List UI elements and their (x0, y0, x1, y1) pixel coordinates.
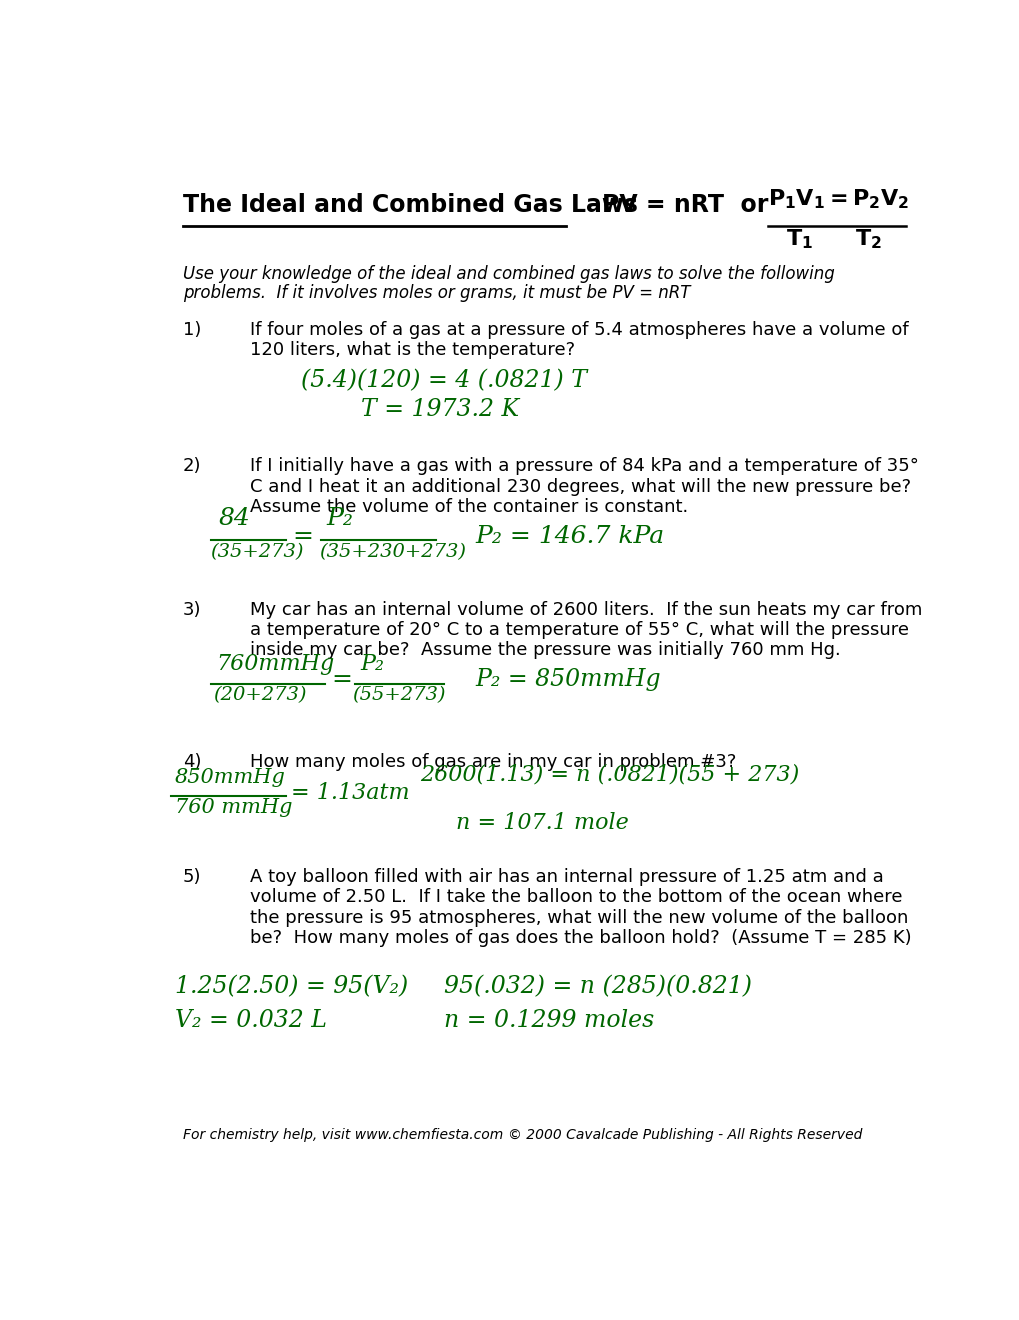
Text: 120 liters, what is the temperature?: 120 liters, what is the temperature? (250, 342, 575, 359)
Text: be?  How many moles of gas does the balloon hold?  (Assume T = 285 K): be? How many moles of gas does the ballo… (250, 929, 911, 946)
Text: For chemistry help, visit www.chemfiesta.com: For chemistry help, visit www.chemfiesta… (182, 1129, 502, 1142)
Text: P₂ = 850mmHg: P₂ = 850mmHg (475, 668, 660, 692)
Text: My car has an internal volume of 2600 liters.  If the sun heats my car from: My car has an internal volume of 2600 li… (250, 601, 921, 619)
Text: $\mathbf{T_2}$: $\mathbf{T_2}$ (854, 227, 880, 251)
Text: P₂ = 146.7 kPa: P₂ = 146.7 kPa (475, 525, 663, 548)
Text: the pressure is 95 atmospheres, what will the new volume of the balloon: the pressure is 95 atmospheres, what wil… (250, 908, 908, 927)
Text: volume of 2.50 L.  If I take the balloon to the bottom of the ocean where: volume of 2.50 L. If I take the balloon … (250, 888, 902, 906)
Text: 1): 1) (182, 321, 201, 339)
Text: 850mmHg: 850mmHg (175, 767, 285, 787)
Text: If four moles of a gas at a pressure of 5.4 atmospheres have a volume of: If four moles of a gas at a pressure of … (250, 321, 908, 339)
Text: $\mathbf{P_1V_1 = P_2V_2}$: $\mathbf{P_1V_1 = P_2V_2}$ (767, 187, 908, 211)
Text: How many moles of gas are in my car in problem #3?: How many moles of gas are in my car in p… (250, 752, 736, 771)
Text: 2600(1.13) = n (.0821)(55 + 273): 2600(1.13) = n (.0821)(55 + 273) (420, 763, 799, 785)
Text: =: = (331, 668, 353, 692)
Text: (35+273): (35+273) (210, 543, 303, 561)
Text: P₂: P₂ (361, 652, 384, 675)
Text: (35+230+273): (35+230+273) (319, 543, 466, 561)
Text: inside my car be?  Assume the pressure was initially 760 mm Hg.: inside my car be? Assume the pressure wa… (250, 642, 840, 659)
Text: n = 107.1 mole: n = 107.1 mole (455, 812, 628, 834)
Text: 1.25(2.50) = 95(V₂): 1.25(2.50) = 95(V₂) (175, 975, 408, 999)
Text: (55+273): (55+273) (352, 686, 445, 704)
Text: 3): 3) (182, 601, 201, 619)
Text: 95(.032) = n (285)(0.821): 95(.032) = n (285)(0.821) (443, 975, 751, 999)
Text: V₂ = 0.032 L: V₂ = 0.032 L (175, 1008, 327, 1032)
Text: Assume the volume of the container is constant.: Assume the volume of the container is co… (250, 498, 688, 516)
Text: =: = (291, 525, 313, 548)
Text: T = 1973.2 K: T = 1973.2 K (361, 399, 519, 421)
Text: Use your knowledge of the ideal and combined gas laws to solve the following: Use your knowledge of the ideal and comb… (182, 265, 834, 282)
Text: © 2000 Cavalcade Publishing - All Rights Reserved: © 2000 Cavalcade Publishing - All Rights… (507, 1129, 862, 1142)
Text: $\mathbf{T_1}$: $\mathbf{T_1}$ (786, 227, 812, 251)
Text: 4): 4) (182, 752, 201, 771)
Text: (20+273): (20+273) (213, 686, 306, 704)
Text: problems.  If it involves moles or grams, it must be PV = nRT: problems. If it involves moles or grams,… (182, 284, 690, 302)
Text: PV = nRT  or: PV = nRT or (601, 193, 784, 218)
Text: 5): 5) (182, 867, 201, 886)
Text: 2): 2) (182, 457, 201, 475)
Text: A toy balloon filled with air has an internal pressure of 1.25 atm and a: A toy balloon filled with air has an int… (250, 867, 882, 886)
Text: a temperature of 20° C to a temperature of 55° C, what will the pressure: a temperature of 20° C to a temperature … (250, 620, 908, 639)
Text: n = 0.1299 moles: n = 0.1299 moles (443, 1008, 653, 1032)
Text: C and I heat it an additional 230 degrees, what will the new pressure be?: C and I heat it an additional 230 degree… (250, 478, 910, 495)
Text: = 1.13atm: = 1.13atm (290, 781, 410, 804)
Text: If I initially have a gas with a pressure of 84 kPa and a temperature of 35°: If I initially have a gas with a pressur… (250, 457, 918, 475)
Text: P₂: P₂ (326, 507, 354, 531)
Text: 760mmHg: 760mmHg (216, 652, 334, 675)
Text: The Ideal and Combined Gas Laws: The Ideal and Combined Gas Laws (182, 193, 637, 218)
Text: 84: 84 (218, 507, 250, 531)
Text: (5.4)(120) = 4 (.0821) T: (5.4)(120) = 4 (.0821) T (302, 368, 587, 392)
Text: 760 mmHg: 760 mmHg (175, 797, 292, 817)
